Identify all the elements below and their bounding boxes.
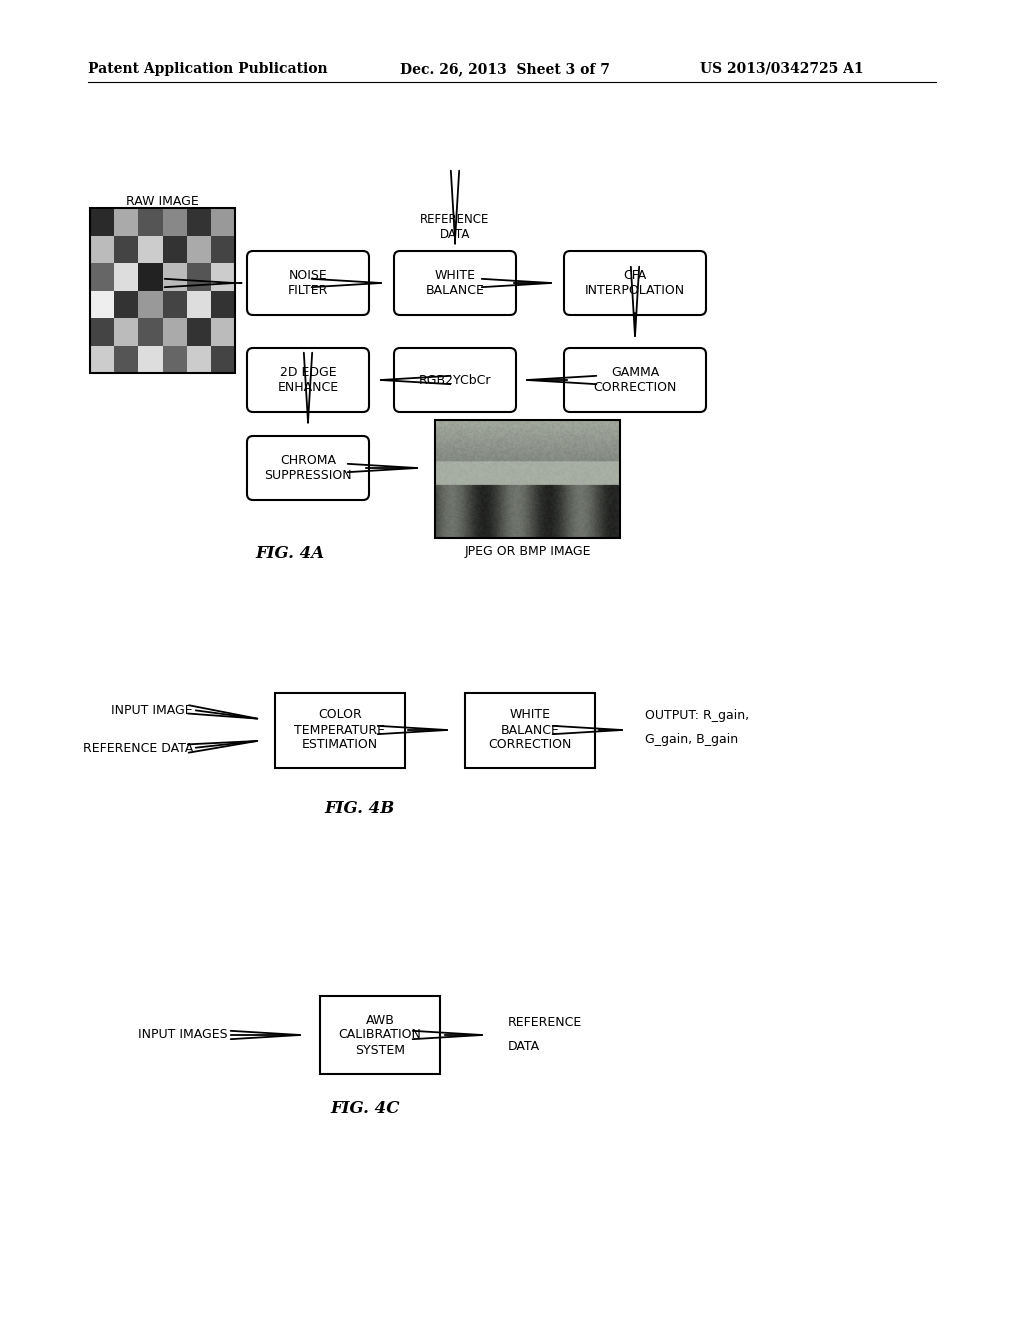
Bar <box>114 209 138 235</box>
Bar <box>114 263 138 290</box>
Bar <box>163 209 186 235</box>
FancyBboxPatch shape <box>394 251 516 315</box>
Text: INPUT IMAGE: INPUT IMAGE <box>112 704 193 717</box>
Bar <box>275 693 406 767</box>
Bar <box>90 209 114 235</box>
FancyBboxPatch shape <box>247 436 369 500</box>
Bar <box>90 263 114 290</box>
Bar <box>138 346 163 374</box>
Bar <box>114 290 138 318</box>
Text: DATA: DATA <box>508 1040 540 1053</box>
Bar <box>163 346 186 374</box>
Bar <box>163 290 186 318</box>
Bar <box>186 346 211 374</box>
Text: REFERENCE DATA: REFERENCE DATA <box>83 742 193 755</box>
Text: COLOR
TEMPERATURE
ESTIMATION: COLOR TEMPERATURE ESTIMATION <box>295 709 385 751</box>
Text: REFERENCE
DATA: REFERENCE DATA <box>420 213 489 242</box>
Bar <box>211 235 234 263</box>
Bar <box>114 346 138 374</box>
Text: GAMMA
CORRECTION: GAMMA CORRECTION <box>593 366 677 393</box>
Bar <box>114 235 138 263</box>
Text: FIG. 4A: FIG. 4A <box>255 545 325 562</box>
Text: WHITE
BALANCE: WHITE BALANCE <box>426 269 484 297</box>
FancyBboxPatch shape <box>564 251 706 315</box>
Bar <box>90 318 114 346</box>
Text: REFERENCE: REFERENCE <box>508 1015 583 1028</box>
Text: RGB2YCbCr: RGB2YCbCr <box>419 374 492 387</box>
Bar <box>163 235 186 263</box>
Bar <box>211 318 234 346</box>
FancyBboxPatch shape <box>247 251 369 315</box>
Bar <box>138 263 163 290</box>
FancyBboxPatch shape <box>247 348 369 412</box>
Bar <box>211 209 234 235</box>
Bar <box>211 346 234 374</box>
Bar <box>186 263 211 290</box>
Text: JPEG OR BMP IMAGE: JPEG OR BMP IMAGE <box>465 545 591 558</box>
Text: INPUT IMAGES: INPUT IMAGES <box>138 1028 228 1041</box>
Bar <box>138 318 163 346</box>
Bar <box>90 209 234 374</box>
Text: WHITE
BALANCE
CORRECTION: WHITE BALANCE CORRECTION <box>488 709 571 751</box>
Text: NOISE
FILTER: NOISE FILTER <box>288 269 328 297</box>
Bar <box>90 235 114 263</box>
Text: FIG. 4B: FIG. 4B <box>325 800 395 817</box>
Bar <box>211 263 234 290</box>
FancyBboxPatch shape <box>564 348 706 412</box>
Bar <box>163 318 186 346</box>
Bar <box>186 209 211 235</box>
Text: US 2013/0342725 A1: US 2013/0342725 A1 <box>700 62 863 77</box>
FancyBboxPatch shape <box>394 348 516 412</box>
Bar <box>319 997 440 1074</box>
Text: CFA
INTERPOLATION: CFA INTERPOLATION <box>585 269 685 297</box>
Text: RAW IMAGE: RAW IMAGE <box>126 195 199 209</box>
Bar <box>163 263 186 290</box>
Text: AWB
CALIBRATION
SYSTEM: AWB CALIBRATION SYSTEM <box>339 1014 422 1056</box>
Bar <box>186 235 211 263</box>
Bar <box>90 290 114 318</box>
Bar <box>186 290 211 318</box>
Bar <box>114 318 138 346</box>
Bar <box>138 290 163 318</box>
Bar <box>211 290 234 318</box>
Text: 2D EDGE
ENHANCE: 2D EDGE ENHANCE <box>278 366 339 393</box>
Text: FIG. 4C: FIG. 4C <box>331 1100 399 1117</box>
Bar <box>90 346 114 374</box>
Bar <box>138 209 163 235</box>
Bar <box>138 235 163 263</box>
Text: CHROMA
SUPPRESSION: CHROMA SUPPRESSION <box>264 454 352 482</box>
Text: OUTPUT: R_gain,: OUTPUT: R_gain, <box>645 709 750 722</box>
Text: Patent Application Publication: Patent Application Publication <box>88 62 328 77</box>
Bar <box>465 693 595 767</box>
Bar <box>186 318 211 346</box>
Text: G_gain, B_gain: G_gain, B_gain <box>645 734 738 747</box>
Bar <box>435 420 620 539</box>
Text: Dec. 26, 2013  Sheet 3 of 7: Dec. 26, 2013 Sheet 3 of 7 <box>400 62 610 77</box>
